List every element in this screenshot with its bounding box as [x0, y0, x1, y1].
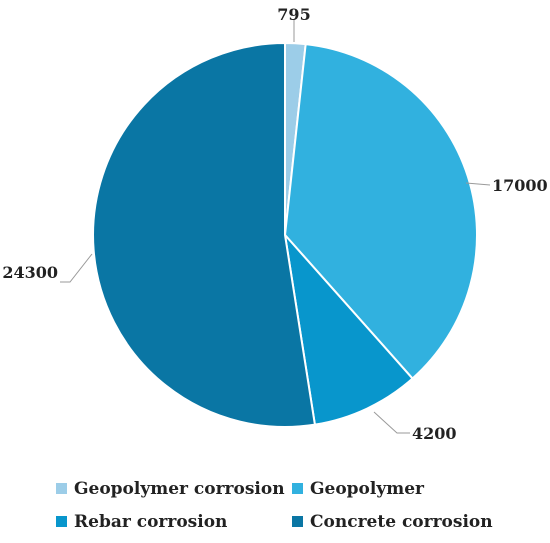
data-label-rebar-corrosion: 4200	[412, 424, 457, 443]
legend-swatch-geopolymer-corrosion	[56, 483, 67, 494]
leader-line-rebar-corrosion	[373, 411, 410, 434]
legend-label-rebar-corrosion: Rebar corrosion	[74, 512, 227, 532]
leader-lines	[60, 20, 491, 434]
data-label-geopolymer-corrosion: 795	[277, 5, 310, 24]
legend-swatch-concrete-corrosion	[292, 516, 303, 527]
pie-slice-concrete-corrosion	[92, 41, 317, 428]
data-labels: 795 17000 4200 24300	[2, 5, 547, 443]
legend-swatch-geopolymer	[292, 483, 303, 494]
legend-swatch-rebar-corrosion	[56, 516, 67, 527]
legend-label-concrete-corrosion: Concrete corrosion	[310, 512, 493, 532]
pie-slice-geopolymer	[283, 43, 478, 380]
pie-slices	[92, 41, 478, 428]
data-label-concrete-corrosion: 24300	[2, 263, 58, 282]
pie-slice-rebar-corrosion	[283, 231, 414, 426]
leader-line-concrete-corrosion	[60, 253, 93, 283]
data-label-geopolymer: 17000	[492, 176, 548, 195]
legend-label-geopolymer-corrosion: Geopolymer corrosion	[74, 479, 285, 499]
legend: Geopolymer corrosion Geopolymer Rebar corr…	[56, 479, 493, 532]
legend-label-geopolymer: Geopolymer	[310, 479, 425, 499]
leader-line-geopolymer	[465, 182, 491, 186]
